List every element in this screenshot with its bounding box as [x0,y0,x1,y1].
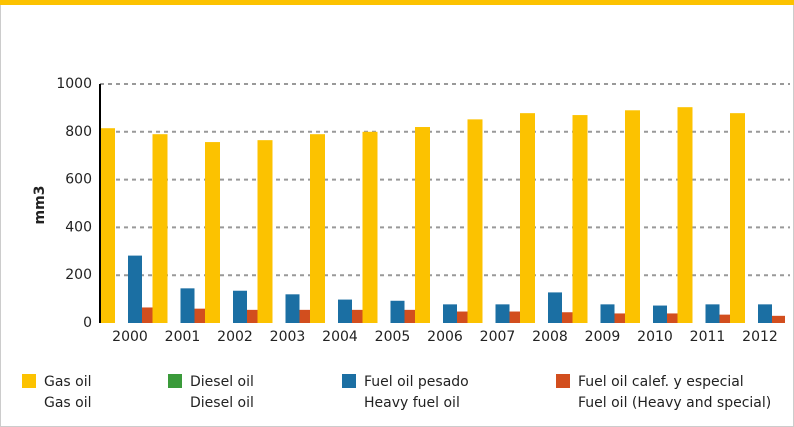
bar [404,309,418,323]
bar [625,110,640,323]
bar [257,140,273,323]
y-tick-label: 400 [65,219,92,235]
legend-swatch [22,374,36,388]
bar [152,134,168,323]
bar [705,304,720,323]
legend-label-en: Heavy fuel oil [364,395,460,411]
bar [520,113,535,324]
bar [247,309,260,323]
bar [772,315,785,323]
bar [205,142,220,323]
bar [467,119,483,323]
top-stripe [0,0,794,5]
y-tick-label: 600 [65,172,92,188]
bar [233,290,247,323]
x-tick-label: 2008 [532,329,568,345]
bar [352,309,365,323]
bar [310,134,325,323]
bar [600,304,615,323]
x-tick-label: 2009 [585,329,621,345]
legend-label: Fuel oil pesado [364,374,469,390]
bar [667,313,680,323]
bar [562,312,575,323]
bar [338,299,352,323]
bar [362,131,378,323]
bar [614,313,628,323]
legend-label-en: Diesel oil [190,395,254,411]
legend-label: Fuel oil calef. y especial [578,374,744,390]
x-tick-label: 2004 [322,329,358,345]
bar [653,305,667,323]
x-tick-label: 2005 [375,329,411,345]
bar [142,307,155,323]
legend-swatch [556,374,570,388]
bar [194,308,208,323]
legend-label-en: Fuel oil (Heavy and special) [578,395,771,411]
bar [758,304,772,323]
bar [299,309,313,323]
legend-swatch [168,374,182,388]
y-tick-label: 800 [65,124,92,140]
bar [415,127,430,324]
x-tick-label: 2011 [690,329,726,345]
bar [495,304,510,323]
bar [572,115,588,323]
legend-swatch [342,374,356,388]
x-tick-label: 2003 [270,329,306,345]
bar [457,311,470,323]
bar [730,113,745,324]
y-axis-label: mm3 [32,186,48,225]
bar [443,304,457,323]
bar [719,314,733,323]
y-tick-label: 1000 [56,76,92,92]
bar [180,288,195,323]
x-tick-label: 2001 [165,329,201,345]
legend-label: Diesel oil [190,374,254,390]
x-tick-label: 2012 [742,329,778,345]
y-tick-label: 0 [83,315,92,331]
x-tick-label: 2000 [112,329,148,345]
y-tick-label: 200 [65,267,92,283]
bar [128,255,142,323]
bar [548,292,562,323]
bar [677,107,693,323]
legend-label: Gas oil [44,374,92,390]
x-tick-label: 2002 [217,329,253,345]
x-tick-label: 2010 [637,329,673,345]
bar [285,294,300,323]
x-tick-label: 2007 [480,329,516,345]
legend-label-en: Gas oil [44,395,92,411]
bar [100,128,115,323]
bar [509,311,523,323]
bar [390,300,405,323]
x-tick-label: 2006 [427,329,463,345]
